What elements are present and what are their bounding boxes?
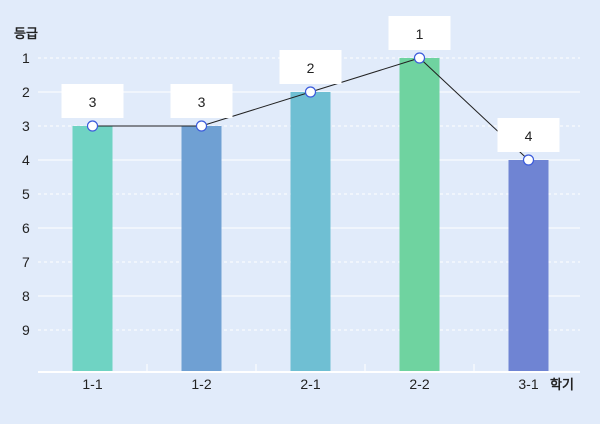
bar-2-1 bbox=[290, 92, 331, 372]
data-label-2-2: 1 bbox=[416, 26, 424, 42]
x-tick-label-1-1: 1-1 bbox=[82, 376, 102, 392]
axis-layer: 1 2 3 4 5 6 7 8 9 1-1 1-2 2-1 2-2 3-1 bbox=[22, 50, 580, 392]
point-1-2 bbox=[195, 120, 208, 132]
y-axis-title: 등급 bbox=[14, 26, 38, 41]
point-2-2 bbox=[413, 52, 426, 64]
bar-1-1 bbox=[72, 126, 113, 372]
y-tick-label-7: 7 bbox=[22, 254, 30, 270]
data-label-1-2: 3 bbox=[198, 94, 206, 110]
point-3-1 bbox=[522, 154, 535, 166]
data-label-box-3-1 bbox=[497, 118, 560, 152]
x-tick-label-2-2: 2-2 bbox=[409, 376, 429, 392]
data-label-box-1-2 bbox=[170, 84, 233, 118]
y-tick-label-1: 1 bbox=[22, 50, 30, 66]
point-1-1 bbox=[86, 120, 99, 132]
y-tick-label-9: 9 bbox=[22, 322, 30, 338]
y-tick-label-2: 2 bbox=[22, 84, 30, 100]
data-label-2-1: 2 bbox=[307, 60, 315, 76]
label-layer: 3 3 2 1 4 bbox=[61, 16, 560, 166]
x-tick-label-1-2: 1-2 bbox=[191, 376, 211, 392]
data-label-1-1: 3 bbox=[89, 94, 97, 110]
x-tick-label-2-1: 2-1 bbox=[300, 376, 320, 392]
y-tick-label-6: 6 bbox=[22, 220, 30, 236]
y-tick-label-4: 4 bbox=[22, 152, 30, 168]
data-label-box-1-1 bbox=[61, 84, 124, 118]
data-label-box-2-2 bbox=[388, 16, 451, 50]
y-tick-label-8: 8 bbox=[22, 288, 30, 304]
data-label-box-2-1 bbox=[279, 50, 342, 84]
data-label-3-1: 4 bbox=[525, 128, 533, 144]
x-tick-label-3-1: 3-1 bbox=[518, 376, 538, 392]
bar-layer bbox=[72, 58, 549, 372]
point-2-1 bbox=[304, 86, 317, 98]
x-axis-title: 학기 bbox=[550, 377, 574, 392]
bar-3-1 bbox=[508, 160, 549, 372]
bar-2-2 bbox=[399, 58, 440, 372]
y-tick-label-5: 5 bbox=[22, 186, 30, 202]
bar-1-2 bbox=[181, 126, 222, 372]
y-tick-label-3: 3 bbox=[22, 118, 30, 134]
